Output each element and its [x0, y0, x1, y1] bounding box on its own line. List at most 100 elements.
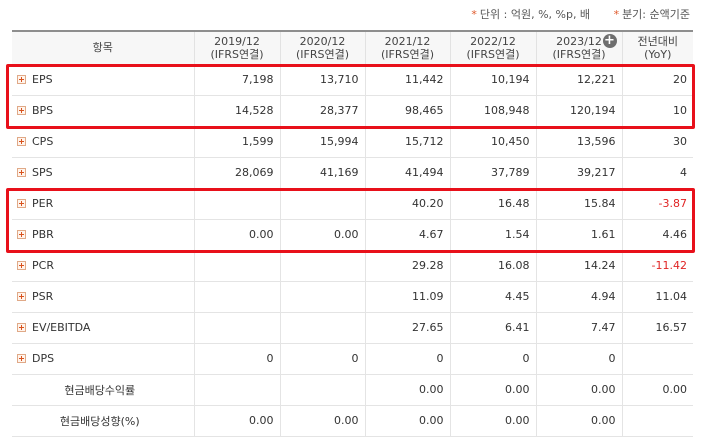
value-cell: 16.48: [449, 188, 536, 220]
yoy-cell: 11.04: [621, 281, 693, 313]
value-cell: 0: [279, 343, 365, 375]
value-cell: 10,450: [449, 126, 536, 158]
value-cell: [279, 374, 365, 406]
row-label-cell[interactable]: EV/EBITDA: [12, 312, 194, 344]
expand-plus-icon[interactable]: [17, 354, 26, 363]
yoy-cell: -3.87: [621, 188, 693, 220]
row-label: BPS: [32, 104, 54, 117]
value-cell: 0.00: [279, 219, 365, 251]
value-cell: 1.61: [535, 219, 622, 251]
value-cell: 40.20: [364, 188, 450, 220]
value-cell: 15,994: [279, 126, 365, 158]
row-label: PSR: [32, 290, 54, 303]
yoy-cell: [621, 343, 693, 375]
value-cell: [193, 188, 280, 220]
value-cell: [193, 312, 280, 344]
plus-circle-icon[interactable]: +: [602, 33, 617, 48]
unit-note: * 단위 : 억원, %, %p, 배: [471, 6, 590, 22]
value-cell: 120,194: [535, 95, 622, 127]
table-row: PBR 0.00 0.00 4.67 1.54 1.61 4.46: [12, 219, 693, 251]
value-cell: [193, 374, 280, 406]
row-label-cell[interactable]: PBR: [12, 219, 194, 251]
table-row: PSR 11.09 4.45 4.94 11.04: [12, 281, 693, 313]
header-row: 항목 2019/12 (IFRS연결) 2020/12 (IFRS연결) 2021/…: [12, 30, 693, 65]
yoy-cell: 20: [621, 64, 693, 96]
expand-plus-icon[interactable]: [17, 323, 26, 332]
expand-plus-icon[interactable]: [17, 137, 26, 146]
value-cell: 11.09: [364, 281, 450, 313]
expand-plus-icon[interactable]: [17, 75, 26, 84]
yoy-cell: 10: [621, 95, 693, 127]
value-cell: 0.00: [279, 405, 365, 437]
value-cell: [279, 281, 365, 313]
value-cell: 0.00: [449, 374, 536, 406]
row-label-cell[interactable]: DPS: [12, 343, 194, 375]
yoy-cell: 4.46: [621, 219, 693, 251]
row-label-cell: 현금배당성향(%): [12, 405, 194, 437]
expand-plus-icon[interactable]: [17, 230, 26, 239]
value-cell: [279, 188, 365, 220]
value-cell: 29.28: [364, 250, 450, 282]
value-cell: 14.24: [535, 250, 622, 282]
yoy-cell: [621, 405, 693, 437]
yoy-cell: 4: [621, 157, 693, 189]
value-cell: 0: [364, 343, 450, 375]
value-cell: 0.00: [364, 374, 450, 406]
table-notes: * 단위 : 억원, %, %p, 배 * 분기: 순액기준: [471, 6, 690, 22]
value-cell: 0.00: [193, 219, 280, 251]
value-cell: 108,948: [449, 95, 536, 127]
value-cell: 12,221: [535, 64, 622, 96]
value-cell: 1,599: [193, 126, 280, 158]
table-row: SPS 28,069 41,169 41,494 37,789 39,217 4: [12, 157, 693, 189]
row-label-cell[interactable]: EPS: [12, 64, 194, 96]
table-row: DPS 0 0 0 0 0: [12, 343, 693, 375]
header-col-2019: 2019/12 (IFRS연결): [193, 30, 280, 65]
value-cell: 98,465: [364, 95, 450, 127]
value-cell: 0.00: [535, 405, 622, 437]
header-item: 항목: [12, 30, 194, 65]
table-row: PCR 29.28 16.08 14.24 -11.42: [12, 250, 693, 282]
row-label-cell[interactable]: BPS: [12, 95, 194, 127]
row-label-cell[interactable]: CPS: [12, 126, 194, 158]
expand-plus-icon[interactable]: [17, 261, 26, 270]
table-row: PER 40.20 16.48 15.84 -3.87: [12, 188, 693, 220]
value-cell: 0.00: [364, 405, 450, 437]
asterisk-icon: *: [613, 8, 620, 21]
row-label-cell[interactable]: SPS: [12, 157, 194, 189]
row-label: 현금배당수익률: [64, 383, 136, 397]
row-label: CPS: [32, 135, 54, 148]
header-col-2021: 2021/12 (IFRS연결): [364, 30, 450, 65]
header-col-2020: 2020/12 (IFRS연결): [279, 30, 365, 65]
value-cell: 6.41: [449, 312, 536, 344]
row-label-cell[interactable]: PCR: [12, 250, 194, 282]
value-cell: 7,198: [193, 64, 280, 96]
row-label: DPS: [32, 352, 55, 365]
value-cell: [279, 312, 365, 344]
row-label-cell[interactable]: PER: [12, 188, 194, 220]
value-cell: 10,194: [449, 64, 536, 96]
value-cell: 0: [193, 343, 280, 375]
yoy-cell: -11.42: [621, 250, 693, 282]
row-label: 현금배당성향(%): [59, 414, 140, 428]
table-row: 현금배당수익률 0.00 0.00 0.00 0.00: [12, 374, 693, 406]
value-cell: 39,217: [535, 157, 622, 189]
value-cell: 28,377: [279, 95, 365, 127]
expand-plus-icon[interactable]: [17, 106, 26, 115]
value-cell: 14,528: [193, 95, 280, 127]
period-note-text: 분기: 순액기준: [622, 8, 690, 21]
expand-plus-icon[interactable]: [17, 292, 26, 301]
value-cell: [193, 281, 280, 313]
row-label-cell[interactable]: PSR: [12, 281, 194, 313]
table-row: BPS 14,528 28,377 98,465 108,948 120,194 10: [12, 95, 693, 127]
value-cell: 37,789: [449, 157, 536, 189]
value-cell: 4.45: [449, 281, 536, 313]
yoy-cell: 30: [621, 126, 693, 158]
value-cell: [279, 250, 365, 282]
value-cell: 0.00: [193, 405, 280, 437]
expand-plus-icon[interactable]: [17, 199, 26, 208]
expand-plus-icon[interactable]: [17, 168, 26, 177]
value-cell: 41,494: [364, 157, 450, 189]
table-body: EPS 7,198 13,710 11,442 10,194 12,221 20 BPS 14,…: [12, 64, 693, 437]
header-col-yoy: 전년대비 (YoY): [621, 30, 693, 65]
table-row: CPS 1,599 15,994 15,712 10,450 13,596 30: [12, 126, 693, 158]
